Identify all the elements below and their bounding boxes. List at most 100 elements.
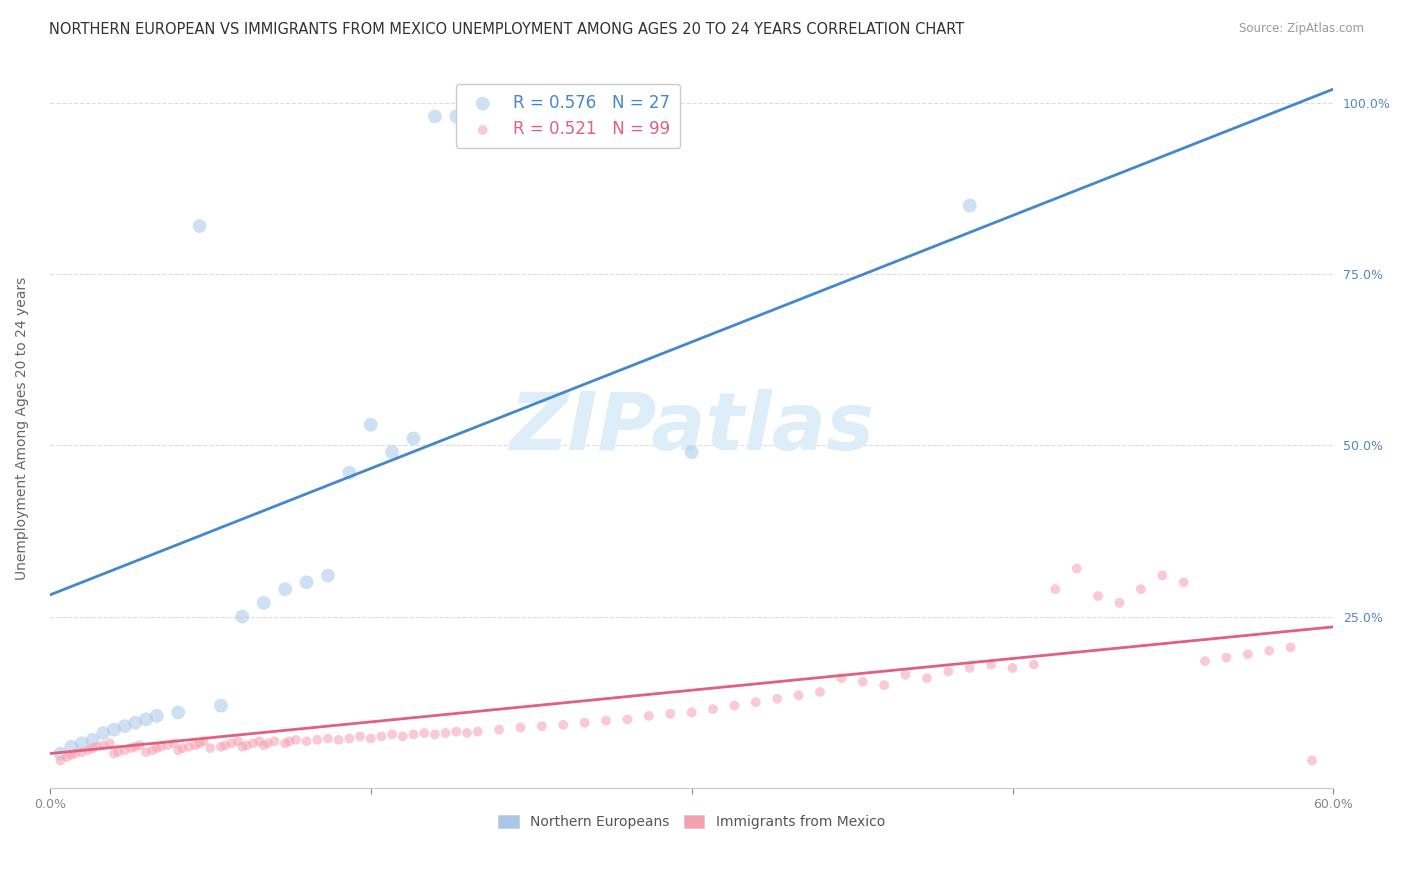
Text: Source: ZipAtlas.com: Source: ZipAtlas.com xyxy=(1239,22,1364,36)
Point xyxy=(167,743,190,757)
Legend: Northern Europeans, Immigrants from Mexico: Northern Europeans, Immigrants from Mexi… xyxy=(494,810,890,835)
Point xyxy=(128,739,150,753)
Point xyxy=(163,736,186,750)
Point xyxy=(231,739,253,754)
Point xyxy=(253,739,276,753)
Point xyxy=(146,709,169,723)
Point xyxy=(284,732,307,747)
Point xyxy=(60,747,83,762)
Point xyxy=(873,678,896,692)
Point xyxy=(381,727,404,741)
Point xyxy=(723,698,745,713)
Point xyxy=(553,718,575,732)
Point xyxy=(328,732,350,747)
Point xyxy=(274,736,297,750)
Point xyxy=(124,715,146,730)
Point xyxy=(370,730,392,744)
Point xyxy=(146,741,169,756)
Point xyxy=(56,750,79,764)
Point xyxy=(1001,661,1024,675)
Point xyxy=(263,734,285,748)
Point xyxy=(184,739,207,753)
Y-axis label: Unemployment Among Ages 20 to 24 years: Unemployment Among Ages 20 to 24 years xyxy=(15,277,30,580)
Point xyxy=(745,695,768,709)
Point xyxy=(1237,647,1260,661)
Point xyxy=(423,110,446,124)
Point xyxy=(1087,589,1109,603)
Point xyxy=(402,432,425,446)
Point xyxy=(360,417,382,432)
Point xyxy=(434,726,457,740)
Point xyxy=(787,689,810,703)
Point xyxy=(659,706,682,721)
Point xyxy=(702,702,724,716)
Point xyxy=(135,745,157,759)
Point xyxy=(456,726,478,740)
Point xyxy=(91,739,114,753)
Point xyxy=(209,698,232,713)
Point xyxy=(1022,657,1045,672)
Point xyxy=(200,741,222,756)
Point xyxy=(226,734,249,748)
Point xyxy=(257,736,280,750)
Point xyxy=(150,739,173,754)
Point xyxy=(295,734,318,748)
Point xyxy=(188,219,211,233)
Point xyxy=(637,709,659,723)
Point xyxy=(852,674,875,689)
Point xyxy=(107,745,129,759)
Point xyxy=(1194,654,1216,668)
Point xyxy=(235,739,257,753)
Point xyxy=(86,739,108,754)
Point xyxy=(1279,640,1302,655)
Point xyxy=(1173,575,1195,590)
Point xyxy=(1152,568,1174,582)
Point xyxy=(65,747,87,761)
Point xyxy=(980,657,1002,672)
Point xyxy=(1215,650,1237,665)
Point xyxy=(82,732,104,747)
Point xyxy=(120,741,142,756)
Point xyxy=(1258,644,1281,658)
Point xyxy=(124,739,146,754)
Text: NORTHERN EUROPEAN VS IMMIGRANTS FROM MEXICO UNEMPLOYMENT AMONG AGES 20 TO 24 YEA: NORTHERN EUROPEAN VS IMMIGRANTS FROM MEX… xyxy=(49,22,965,37)
Point xyxy=(49,747,72,761)
Point xyxy=(193,734,215,748)
Point xyxy=(1108,596,1130,610)
Point xyxy=(231,609,253,624)
Point xyxy=(616,712,638,726)
Point xyxy=(274,582,297,596)
Point xyxy=(509,721,531,735)
Point xyxy=(413,726,436,740)
Point xyxy=(70,745,93,759)
Point xyxy=(249,734,271,748)
Point xyxy=(278,734,301,748)
Point xyxy=(156,739,179,753)
Point xyxy=(1129,582,1152,596)
Point xyxy=(446,724,468,739)
Point xyxy=(337,731,360,746)
Point xyxy=(766,691,789,706)
Text: ZIPatlas: ZIPatlas xyxy=(509,389,875,467)
Point xyxy=(681,706,703,720)
Point xyxy=(894,667,917,681)
Point xyxy=(172,741,194,756)
Point xyxy=(141,743,163,757)
Point xyxy=(488,723,510,737)
Point xyxy=(959,198,981,212)
Point xyxy=(423,727,446,741)
Point xyxy=(103,747,125,761)
Point xyxy=(1045,582,1067,596)
Point xyxy=(915,671,938,685)
Point xyxy=(467,724,489,739)
Point xyxy=(209,739,232,754)
Point xyxy=(595,714,617,728)
Point xyxy=(91,726,114,740)
Point xyxy=(337,466,360,480)
Point xyxy=(70,736,93,750)
Point xyxy=(82,741,104,756)
Point xyxy=(49,753,72,767)
Point xyxy=(177,739,200,754)
Point xyxy=(959,661,981,675)
Point xyxy=(446,110,468,124)
